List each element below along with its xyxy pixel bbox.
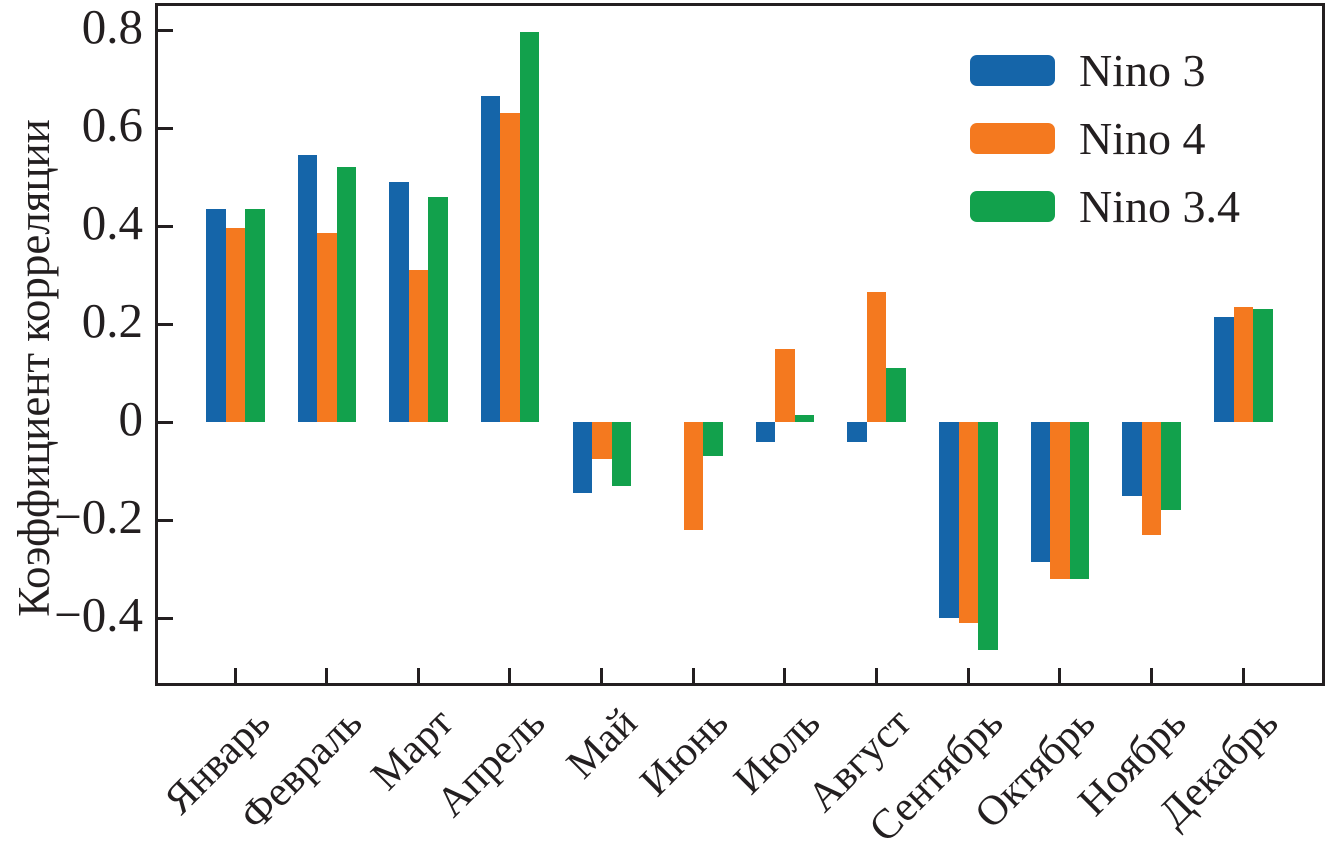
- bar-nino34-m2: [336, 167, 357, 422]
- bar-nino34-m7: [794, 414, 815, 422]
- bar-nino34-m3: [428, 196, 448, 422]
- y-tick: [158, 322, 173, 326]
- y-tick-label: 0: [118, 391, 144, 446]
- bar-nino34-m4: [519, 32, 540, 422]
- bar-nino4-m1: [225, 228, 245, 422]
- legend-item: Nino 3: [970, 36, 1320, 104]
- x-tick: [416, 668, 420, 683]
- legend-swatch-nino34: [970, 190, 1055, 222]
- bar-nino34-m11: [1161, 422, 1181, 511]
- y-tick-label: 0.2: [81, 293, 143, 348]
- bar-nino4-m3: [408, 270, 429, 422]
- x-tick: [1149, 668, 1153, 683]
- bar-nino4-m9: [958, 422, 979, 623]
- x-tick: [600, 668, 604, 683]
- bar-nino34-m6: [703, 422, 723, 457]
- y-tick: [158, 224, 173, 228]
- y-tick-label: 0.8: [81, 0, 143, 54]
- bar-nino34-m12: [1253, 309, 1273, 422]
- y-tick: [158, 420, 173, 424]
- legend: Nino 3 Nino 4 Nino 3.4: [970, 36, 1320, 240]
- bar-nino4-m2: [317, 233, 337, 422]
- legend-swatch-nino4: [970, 122, 1055, 154]
- x-tick: [325, 668, 329, 683]
- bar-nino4-m12: [1233, 306, 1254, 422]
- y-tick: [158, 518, 173, 522]
- bar-nino34-m8: [886, 368, 906, 422]
- legend-swatch-nino3: [970, 54, 1055, 86]
- bar-nino3-m3: [389, 181, 409, 422]
- legend-label: Nino 4: [1079, 112, 1206, 164]
- bar-nino3-m1: [206, 208, 226, 422]
- bar-nino3-m2: [297, 154, 318, 422]
- bar-nino3-m10: [1030, 422, 1051, 562]
- bar-nino3-m8: [847, 422, 867, 442]
- bar-nino3-m7: [755, 422, 776, 442]
- x-tick: [233, 668, 237, 683]
- bar-nino34-m10: [1069, 422, 1090, 579]
- bar-nino4-m8: [866, 292, 887, 422]
- bar-nino4-m4: [500, 113, 520, 422]
- y-tick-label: 0.4: [81, 195, 143, 250]
- bar-nino34-m5: [611, 422, 632, 486]
- bar-nino3-m4: [480, 96, 501, 422]
- bar-nino34-m9: [978, 422, 998, 650]
- bar-nino4-m7: [775, 348, 795, 422]
- legend-item: Nino 4: [970, 104, 1320, 172]
- legend-label: Nino 3: [1079, 44, 1206, 96]
- bar-nino3-m9: [939, 422, 959, 618]
- bar-nino4-m11: [1141, 422, 1162, 535]
- y-tick: [158, 616, 173, 620]
- x-tick-label: Июнь: [631, 699, 738, 806]
- legend-label: Nino 3.4: [1079, 180, 1240, 232]
- bar-nino4-m10: [1050, 422, 1070, 579]
- x-tick: [508, 668, 512, 683]
- y-tick: [158, 28, 173, 32]
- x-tick: [966, 668, 970, 683]
- bar-nino4-m5: [592, 422, 612, 459]
- y-tick-label: 0.6: [81, 97, 143, 152]
- bar-nino3-m11: [1122, 422, 1142, 496]
- y-tick-label: −0.4: [54, 587, 143, 642]
- x-tick: [1241, 668, 1245, 683]
- x-tick: [691, 668, 695, 683]
- bar-nino34-m1: [245, 208, 265, 422]
- y-tick-label: −0.2: [54, 489, 143, 544]
- bar-nino3-m12: [1214, 316, 1234, 422]
- legend-item: Nino 3.4: [970, 172, 1320, 240]
- bar-nino3-m5: [572, 422, 593, 494]
- x-tick: [874, 668, 878, 683]
- bar-nino4-m6: [683, 422, 704, 530]
- x-tick: [783, 668, 787, 683]
- y-tick: [158, 126, 173, 130]
- x-tick: [1058, 668, 1062, 683]
- plot-area: Nino 3 Nino 4 Nino 3.4: [155, 3, 1325, 686]
